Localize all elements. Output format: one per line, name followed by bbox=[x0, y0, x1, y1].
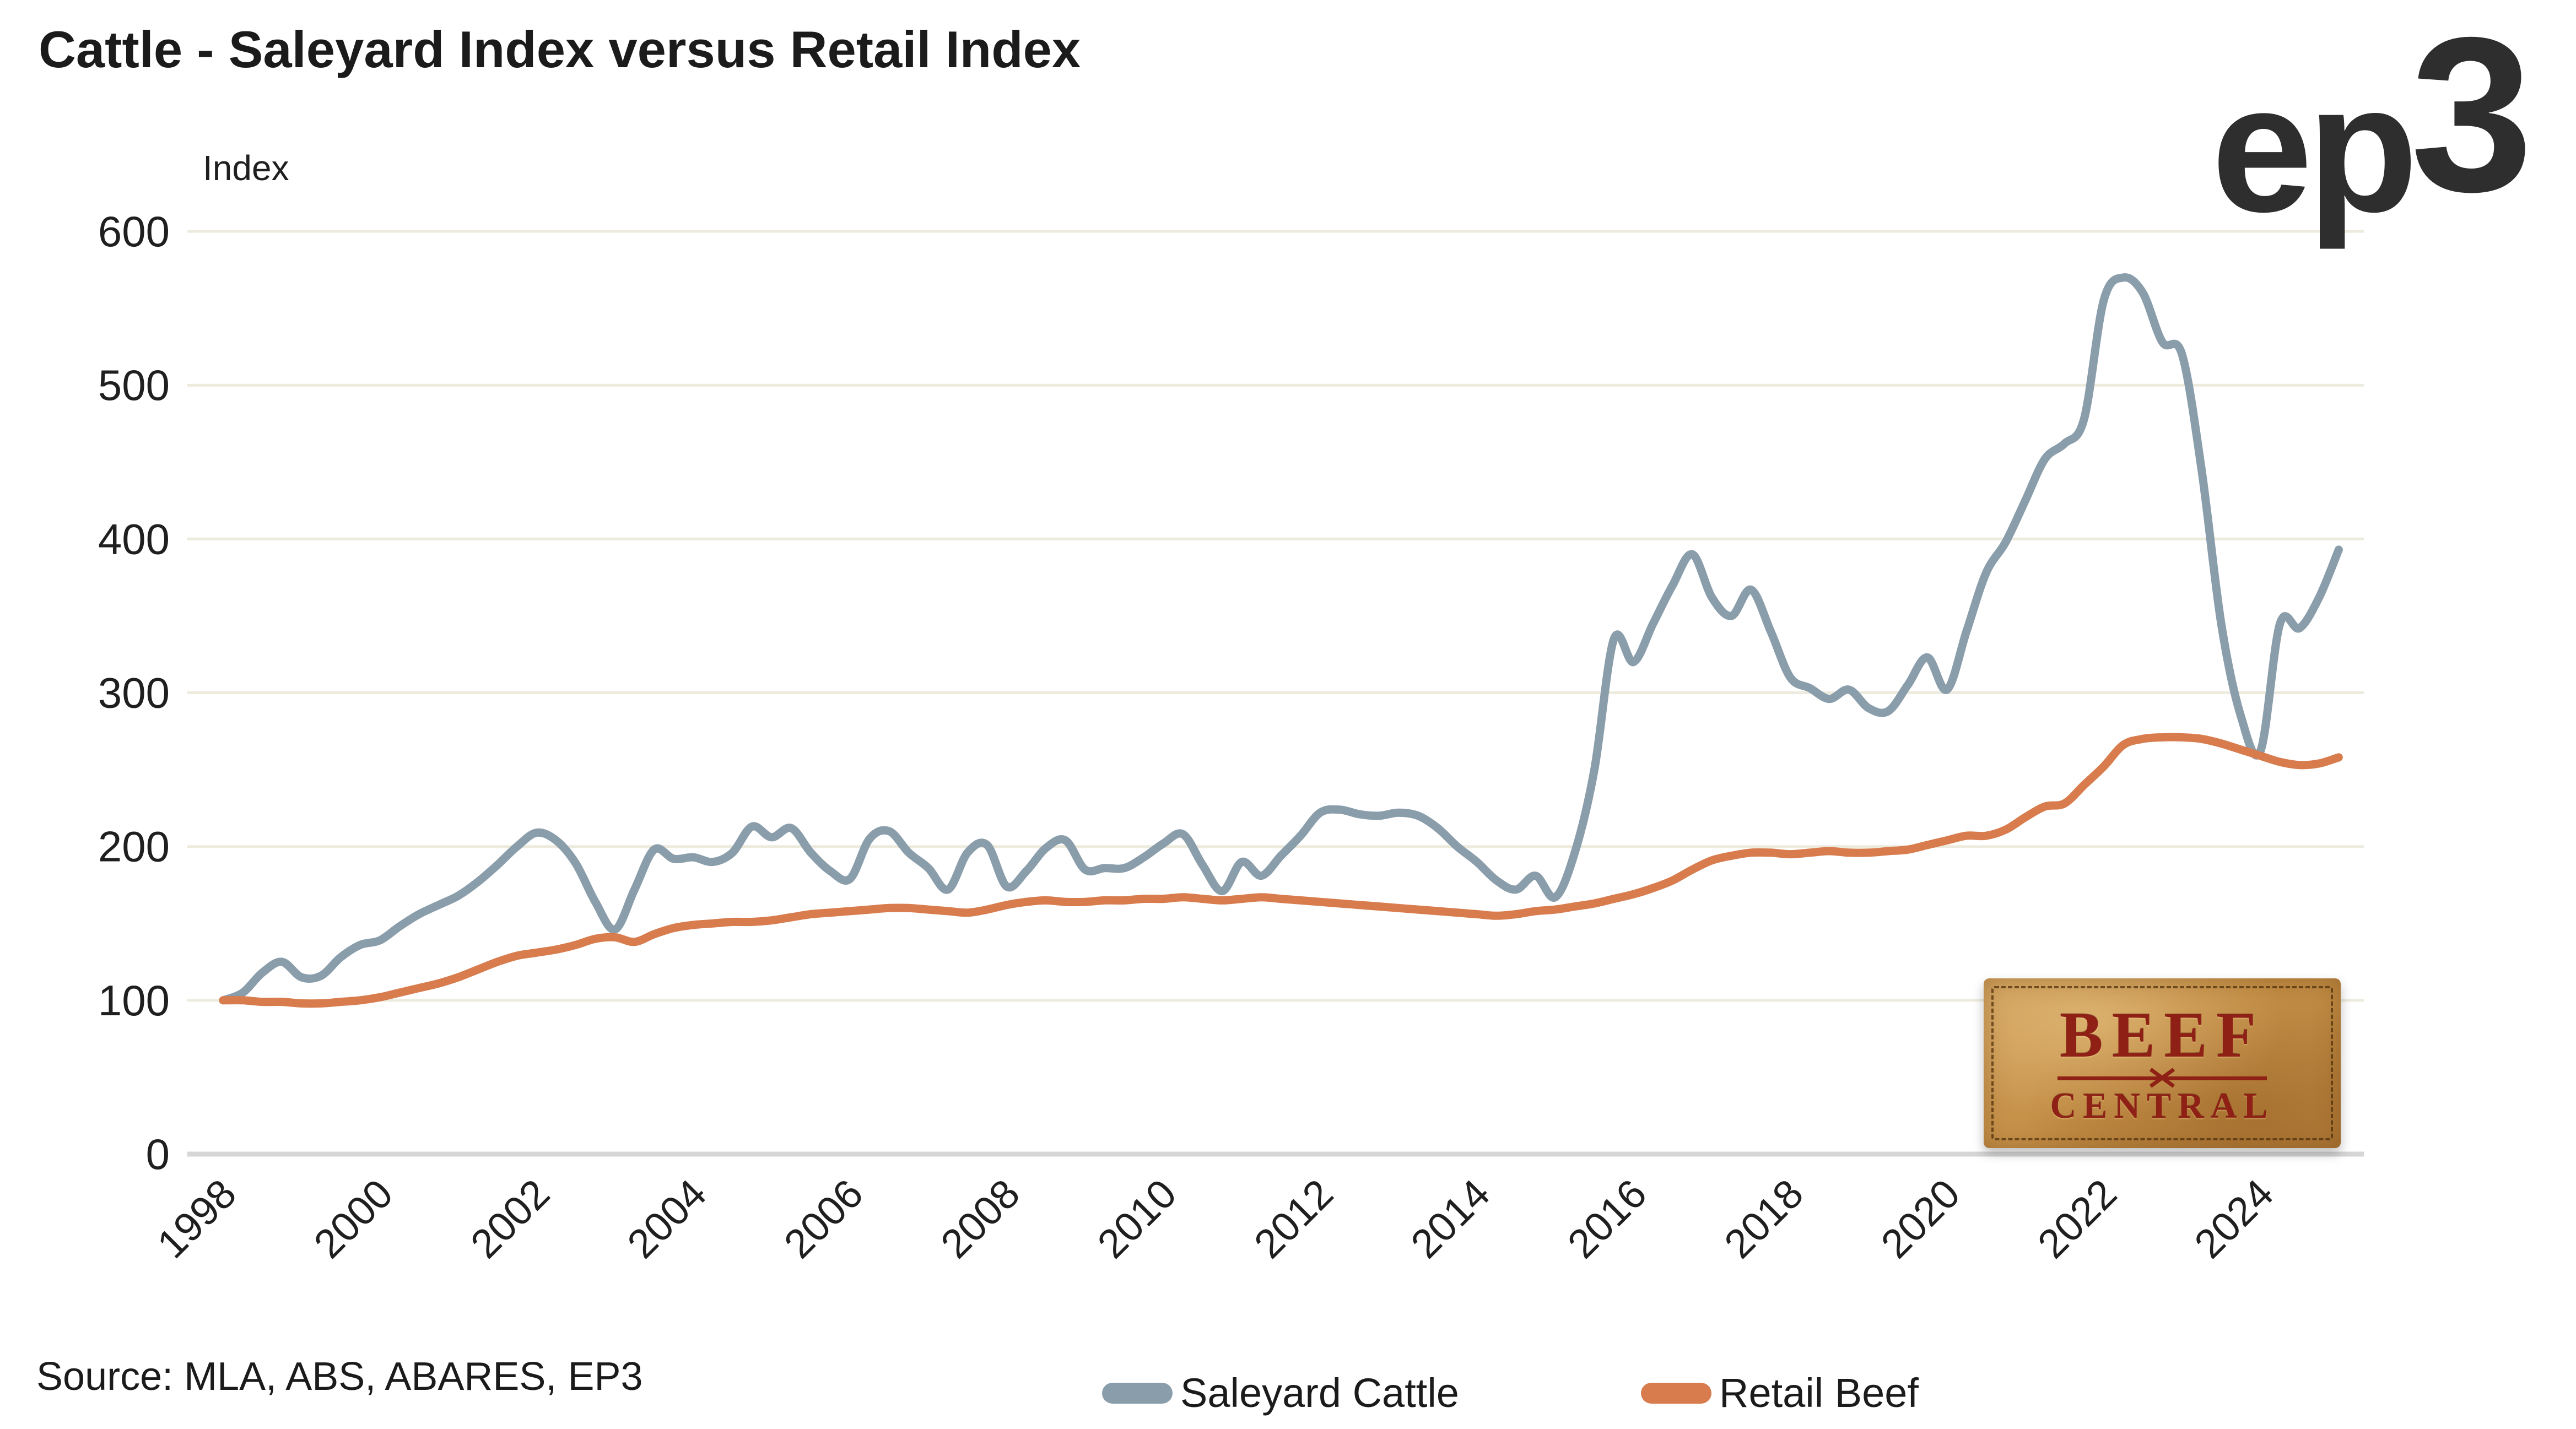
x-tick-label: 2010 bbox=[1089, 1171, 1185, 1267]
legend-label-saleyard: Saleyard Cattle bbox=[1180, 1370, 1459, 1416]
y-tick-label: 300 bbox=[98, 669, 170, 717]
legend-swatch-retail bbox=[1641, 1382, 1711, 1404]
x-tick-label: 2022 bbox=[2029, 1171, 2125, 1267]
y-tick-label: 200 bbox=[98, 822, 170, 871]
x-tick-label: 2006 bbox=[775, 1171, 872, 1267]
legend-label-retail: Retail Beef bbox=[1719, 1370, 1919, 1416]
source-note: Source: MLA, ABS, ABARES, EP3 bbox=[36, 1355, 643, 1399]
y-tick-label: 400 bbox=[98, 515, 170, 563]
x-tick-label: 2024 bbox=[2185, 1171, 2282, 1267]
chart-title: Cattle - Saleyard Index versus Retail In… bbox=[39, 20, 1081, 78]
x-tick-label: 2008 bbox=[932, 1171, 1028, 1267]
legend-item-retail: Retail Beef bbox=[1641, 1370, 1919, 1416]
badge-word-central: CENTRAL bbox=[2050, 1085, 2275, 1126]
x-tick-label: 2002 bbox=[462, 1171, 558, 1267]
series-line-saleyard-cattle bbox=[219, 273, 2343, 1005]
beef-central-badge: BEEF CENTRAL bbox=[1984, 978, 2341, 1148]
x-tick-label: 2004 bbox=[618, 1171, 715, 1267]
ep3-logo-digit: 3 bbox=[2410, 0, 2533, 237]
x-tick-label: 2000 bbox=[305, 1171, 402, 1267]
x-tick-label: 2020 bbox=[1872, 1171, 1969, 1267]
x-tick-label: 2018 bbox=[1715, 1171, 1812, 1267]
y-tick-label: 0 bbox=[146, 1130, 170, 1178]
x-tick-label: 2014 bbox=[1402, 1171, 1498, 1267]
y-tick-label: 600 bbox=[98, 207, 170, 256]
legend-item-saleyard: Saleyard Cattle bbox=[1102, 1370, 1459, 1416]
series-line-retail-beef bbox=[219, 733, 2343, 1008]
y-tick-label: 100 bbox=[98, 976, 170, 1025]
ep3-logo: ep 3 bbox=[2211, 0, 2533, 239]
y-tick-label: 500 bbox=[98, 361, 170, 409]
badge-barbed-wire-divider bbox=[2057, 1076, 2267, 1080]
y-axis-title: Index bbox=[203, 148, 289, 188]
x-tick-label: 2016 bbox=[1559, 1171, 1655, 1267]
x-tick-label: 1998 bbox=[148, 1171, 245, 1267]
badge-word-beef: BEEF bbox=[2059, 998, 2265, 1071]
ep3-logo-ep: ep bbox=[2211, 46, 2418, 250]
legend-swatch-saleyard bbox=[1102, 1382, 1173, 1404]
x-tick-label: 2012 bbox=[1245, 1171, 1342, 1267]
